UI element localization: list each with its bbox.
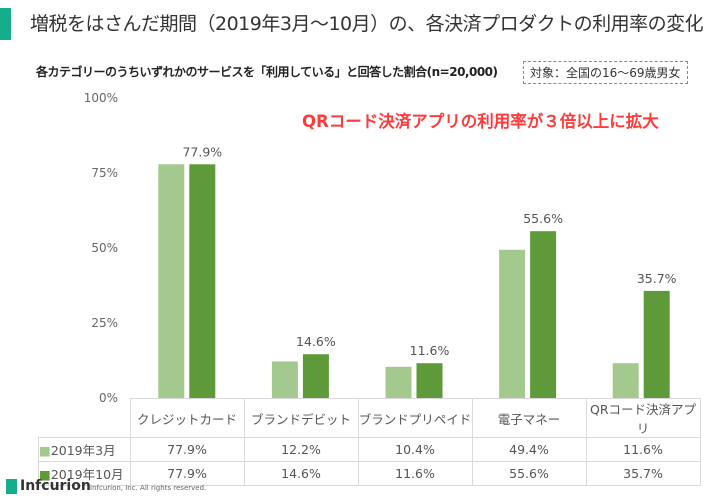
value-cell: 77.9% bbox=[129, 437, 245, 462]
legend-swatch-icon: ■ bbox=[39, 443, 51, 458]
data-label: 55.6% bbox=[523, 211, 563, 226]
legend-cell: ■2019年3月 bbox=[38, 437, 131, 462]
target-note: 対象：全国の16～69歳男女 bbox=[523, 61, 688, 84]
category-cell: 電子マネー bbox=[471, 398, 587, 438]
legend-label: 2019年3月 bbox=[50, 443, 116, 458]
y-tick-label: 50% bbox=[91, 241, 118, 255]
bar bbox=[385, 366, 412, 398]
chart-annotation: QRコード決済アプリの利用率が３倍以上に拡大 bbox=[302, 112, 659, 131]
value-cell: 12.2% bbox=[243, 437, 359, 462]
table-row: ■2019年3月 77.9% 12.2% 10.4% 49.4% 11.6% bbox=[38, 437, 701, 462]
data-label: 35.7% bbox=[637, 271, 677, 286]
bar bbox=[158, 164, 185, 398]
category-cell: ブランドプリペイド bbox=[357, 398, 473, 438]
bar bbox=[530, 231, 557, 398]
copyright: Infcurion, Inc. All rights reserved. bbox=[90, 484, 207, 492]
legend-swatch-icon: ■ bbox=[39, 467, 51, 482]
legend-cell: ■2019年10月 bbox=[38, 461, 131, 486]
y-tick-label: 100% bbox=[84, 91, 118, 105]
bar bbox=[302, 354, 329, 398]
value-cell: 77.9% bbox=[129, 461, 245, 486]
value-cell: 35.7% bbox=[585, 461, 701, 486]
data-label: 11.6% bbox=[410, 343, 450, 358]
infcurion-logo: Infcurion bbox=[6, 478, 91, 494]
page-title: 増税をはさんだ期間（2019年3月～10月）の、各決済プロダクトの利用率の変化 bbox=[30, 13, 704, 35]
y-tick-label: 25% bbox=[91, 316, 118, 330]
value-cell: 55.6% bbox=[471, 461, 587, 486]
y-tick-label: 0% bbox=[99, 391, 118, 405]
bar bbox=[643, 290, 670, 398]
logo-mark-icon bbox=[6, 478, 17, 494]
value-cell: 11.6% bbox=[357, 461, 473, 486]
logo-text: Infcurion bbox=[20, 478, 91, 494]
bar bbox=[499, 249, 526, 398]
bar bbox=[416, 363, 443, 398]
legend-label: 2019年10月 bbox=[50, 467, 124, 482]
value-cell: 14.6% bbox=[243, 461, 359, 486]
table-header-row: クレジットカード ブランドデビット ブランドプリペイド 電子マネー QRコード決… bbox=[39, 398, 701, 438]
value-cell: 11.6% bbox=[585, 437, 701, 462]
category-cell: ブランドデビット bbox=[243, 398, 359, 438]
data-table: クレジットカード ブランドデビット ブランドプリペイド 電子マネー QRコード決… bbox=[38, 398, 701, 486]
bar bbox=[189, 164, 216, 398]
bar bbox=[271, 361, 298, 398]
value-cell: 10.4% bbox=[357, 437, 473, 462]
data-label: 77.9% bbox=[182, 144, 222, 159]
table-corner bbox=[39, 399, 131, 438]
title-accent-bar bbox=[0, 8, 11, 40]
category-cell: クレジットカード bbox=[129, 398, 245, 438]
chart-subtitle: 各カテゴリーのうちいずれかのサービスを「利用している」と回答した割合(n=20,… bbox=[36, 65, 498, 79]
table-row: ■2019年10月 77.9% 14.6% 11.6% 55.6% 35.7% bbox=[38, 461, 701, 486]
value-cell: 49.4% bbox=[471, 437, 587, 462]
category-cell: QRコード決済アプリ bbox=[585, 398, 701, 438]
data-label: 14.6% bbox=[296, 334, 336, 349]
bar bbox=[612, 363, 639, 398]
y-tick-label: 75% bbox=[91, 166, 118, 180]
